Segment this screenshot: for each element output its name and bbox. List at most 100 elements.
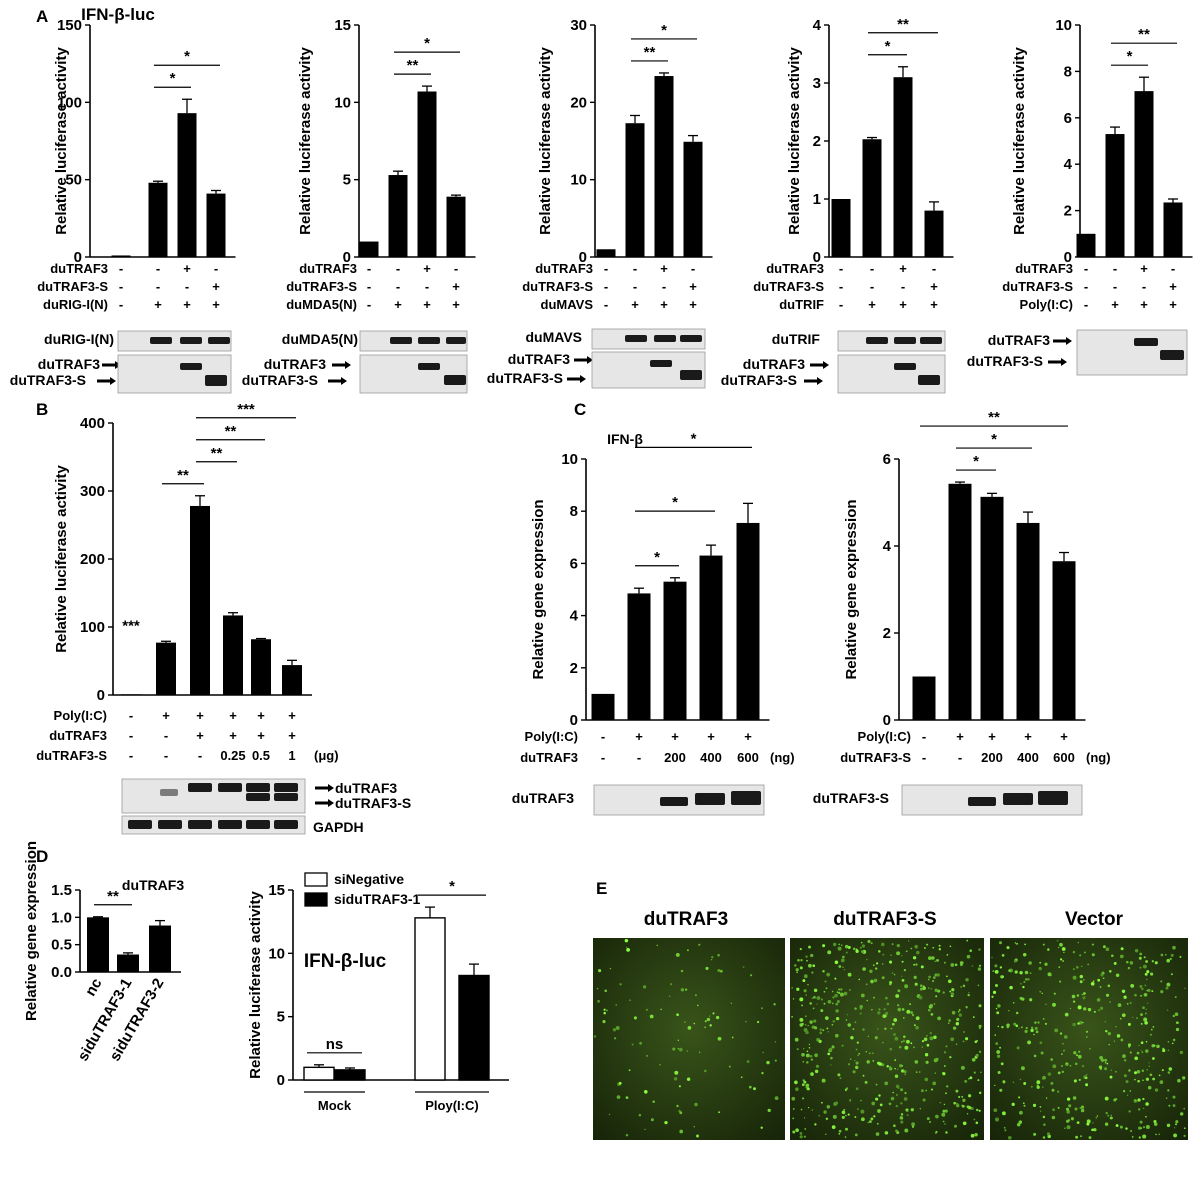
arrow-icon (1048, 358, 1067, 366)
gfp-cell (994, 970, 999, 974)
gfp-cell (1145, 1115, 1147, 1118)
gfp-cell (945, 1045, 948, 1048)
gfp-cell (774, 1041, 777, 1043)
gfp-cell (916, 950, 920, 955)
gfp-cell (1082, 1021, 1084, 1024)
row-label: duTRAF3-S (1002, 279, 1073, 294)
y-axis-label: Relative luciferase activity (1011, 47, 1028, 235)
gfp-cell (1090, 981, 1095, 986)
gfp-cell (1077, 1005, 1082, 1010)
row-mark: + (631, 297, 639, 312)
row-mark: + (899, 261, 907, 276)
gfp-cell (1120, 1038, 1124, 1042)
blot-c1 (593, 784, 765, 816)
gfp-cell (954, 963, 958, 967)
gfp-cell (1039, 1106, 1042, 1108)
gfp-cell (1169, 957, 1172, 960)
gfp-cell (860, 1099, 862, 1102)
gfp-cell (597, 999, 601, 1003)
gfp-cell (1165, 986, 1169, 990)
gfp-cell (858, 1052, 861, 1055)
gfp-cell (1134, 1078, 1136, 1081)
gfp-cell (1142, 1006, 1145, 1009)
gfp-cell (955, 1043, 958, 1045)
bar (1134, 91, 1154, 258)
gfp-cell (1020, 983, 1022, 985)
gfp-cell (992, 970, 995, 973)
gfp-cell (830, 1064, 832, 1066)
gfp-cell (1061, 947, 1066, 951)
row-mark: 600 (737, 750, 759, 765)
gfp-cell (1077, 1054, 1082, 1059)
y-tick-label: 100 (80, 619, 105, 636)
gfp-cell (865, 1051, 867, 1053)
significance-label: * (885, 38, 891, 55)
gfp-cell (1138, 1126, 1142, 1130)
gfp-cell (1037, 1021, 1040, 1024)
gfp-cell (832, 1114, 837, 1119)
gfp-cell (970, 1106, 974, 1111)
y-tick-label: 30 (570, 17, 587, 34)
gfp-cell (813, 1026, 816, 1029)
gfp-cell (1151, 1044, 1155, 1048)
gfp-cell (894, 1059, 897, 1061)
gfp-cell (847, 972, 852, 977)
gfp-cell (1052, 1108, 1056, 1112)
gfp-cell (1137, 1098, 1141, 1102)
gfp-cell (872, 964, 875, 967)
gfp-cell (831, 1125, 836, 1129)
gfp-cell (854, 1021, 857, 1024)
row-label: duRIG-I(N) (43, 297, 108, 312)
arrow-icon (804, 377, 823, 385)
gfp-cell (834, 993, 838, 998)
row-label: duTRIF (779, 297, 824, 312)
row-label: duTRAF3 (535, 261, 593, 276)
gfp-cell (1134, 993, 1137, 997)
gfp-cell (896, 951, 901, 956)
gfp-cell (1128, 1110, 1131, 1113)
y-tick-label: 50 (65, 172, 82, 189)
gfp-cell (1152, 1077, 1155, 1081)
gfp-cell (912, 956, 917, 960)
bar (736, 522, 760, 720)
gfp-cell (796, 987, 800, 991)
gfp-cell (1047, 1134, 1051, 1139)
gfp-cell (1107, 1031, 1111, 1036)
gfp-cell (1096, 998, 1101, 1002)
row-mark: - (396, 261, 400, 276)
gfp-cell (835, 1016, 840, 1021)
gfp-cell (943, 1051, 947, 1054)
gfp-cell (1123, 1074, 1127, 1078)
gfp-cell (745, 1020, 747, 1023)
gfp-cell (1148, 1065, 1151, 1068)
gfp-cell (799, 997, 804, 1002)
blot-band (918, 375, 940, 385)
gfp-cell (1013, 1022, 1017, 1026)
significance-label: ns (326, 1036, 344, 1053)
gfp-cell (1078, 1078, 1081, 1081)
gfp-cell (958, 1095, 961, 1099)
gfp-cell (638, 1113, 642, 1117)
bar (111, 255, 131, 257)
gfp-cell (951, 988, 955, 992)
significance-label: * (661, 22, 667, 39)
blot-label: duTRAF3-S (721, 372, 797, 388)
gfp-cell (898, 1064, 903, 1068)
gfp-cell (1016, 1046, 1020, 1050)
gfp-cell (740, 1076, 743, 1079)
gfp-cell (1039, 990, 1042, 993)
gfp-cell (1023, 1104, 1026, 1107)
blot-c2 (901, 784, 1083, 816)
gfp-cell (877, 1011, 881, 1015)
row-label: Poly(I:C) (1020, 297, 1073, 312)
gfp-cell (861, 950, 865, 954)
gfp-cell (1107, 1114, 1110, 1117)
row-label: Poly(I:C) (54, 708, 107, 723)
gfp-cell (919, 1108, 921, 1110)
gfp-cell (876, 962, 879, 965)
gfp-cell (1027, 1040, 1032, 1045)
gfp-cell (686, 1077, 691, 1081)
gfp-cell (996, 1050, 1001, 1054)
row-mark: + (257, 728, 265, 743)
